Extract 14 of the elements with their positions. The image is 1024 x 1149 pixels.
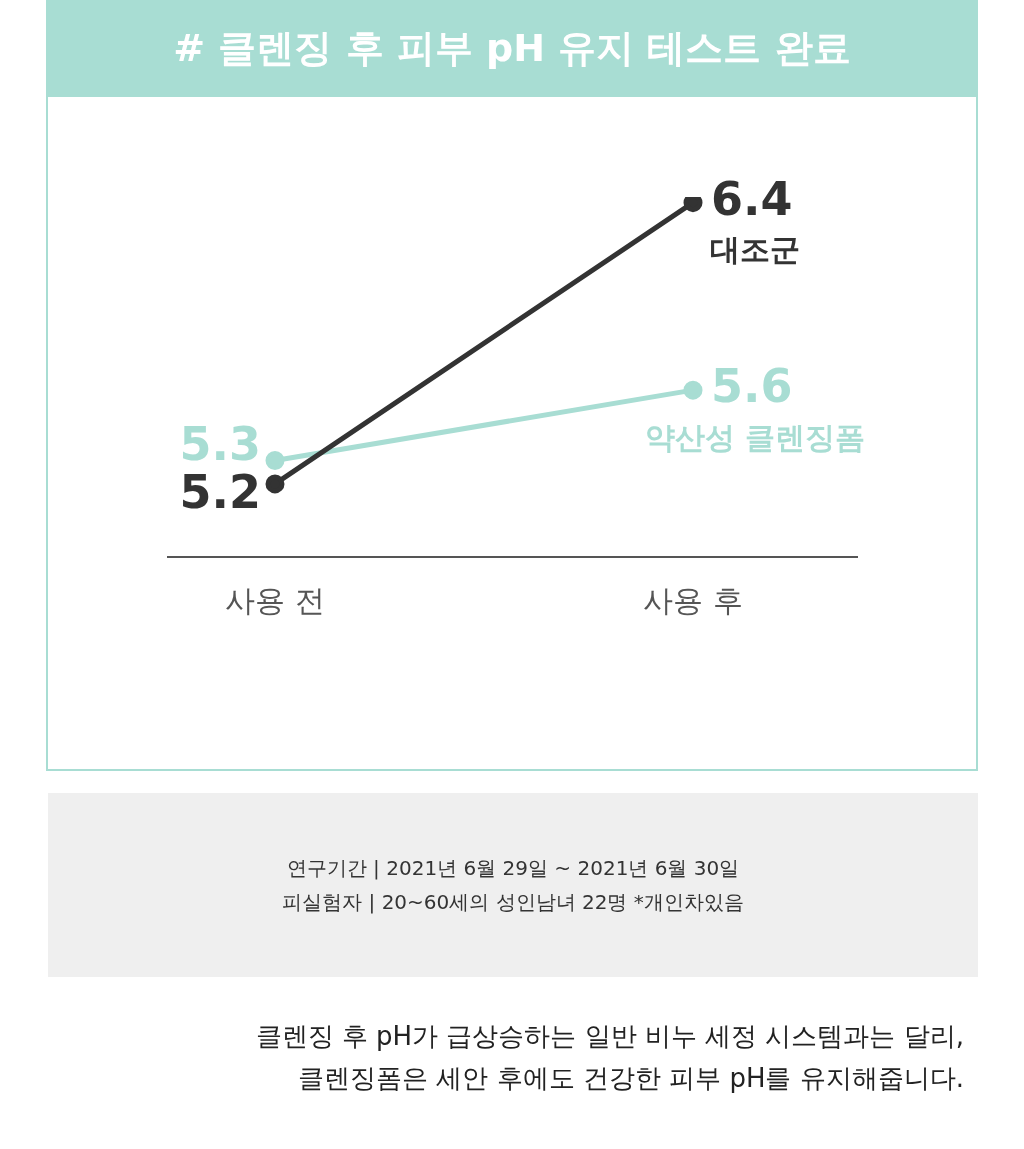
- data-label: 5.6: [711, 359, 793, 414]
- text: 연구기간 | 2021년 6월 29일 ~ 2021년 6월 30일: [286, 855, 740, 882]
- x-tick-label: 사용 후: [643, 582, 743, 618]
- text: 피실험자 | 20~60세의 성인남녀 22명 *개인차있음: [282, 889, 744, 916]
- series-label: 약산성 클렌징폼: [644, 419, 866, 455]
- data-label: 6.4: [711, 171, 793, 226]
- point: [683, 380, 703, 400]
- text: 클렌징폼은 세안 후에도 건강한 피부 pH를 유지해줍니다.: [297, 1062, 964, 1095]
- chart-title: # 클렌징 후 피부 pH 유지 테스트 완료: [46, 0, 978, 97]
- text: 클렌징 후 pH가 급상승하는 일반 비누 세정 시스템과는 달리,: [255, 1020, 964, 1053]
- point: [265, 474, 285, 494]
- x-tick-label: 사용 전: [225, 582, 325, 618]
- series-label: 대조군: [710, 232, 800, 268]
- point: [265, 450, 285, 470]
